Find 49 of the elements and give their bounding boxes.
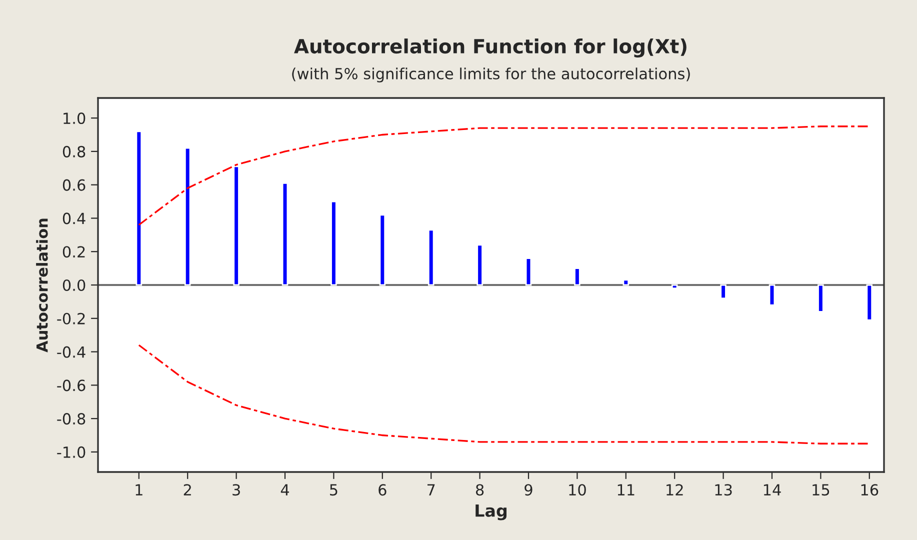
x-tick-label: 9 xyxy=(524,484,532,496)
x-tick-label: 11 xyxy=(618,484,634,496)
bar xyxy=(330,200,337,286)
x-tick-label: 5 xyxy=(330,484,338,496)
y-tick-label: -0.4 xyxy=(57,346,86,358)
bar xyxy=(818,284,824,312)
y-tick-label: 1.0 xyxy=(64,112,86,124)
chart-title: Autocorrelation Function for log(Xt) xyxy=(294,38,686,58)
bar xyxy=(525,258,532,286)
y-tick-label: 0.8 xyxy=(62,146,86,158)
x-tick-label: 15 xyxy=(812,484,830,496)
bar xyxy=(184,147,191,286)
y-tick-label: -0.8 xyxy=(57,413,86,425)
bar xyxy=(233,166,240,286)
y-tick-label: 0.6 xyxy=(62,179,86,191)
y-axis-title: Autocorrelation xyxy=(36,218,48,352)
y-tick-label: 0.4 xyxy=(62,212,86,224)
bar xyxy=(136,130,142,286)
x-tick-label: 13 xyxy=(715,484,732,496)
x-tick-label: 7 xyxy=(427,484,435,496)
y-tick-label: -0.6 xyxy=(57,380,86,392)
bar xyxy=(720,284,726,300)
x-tick-label: 16 xyxy=(861,484,878,496)
x-tick-label: 1 xyxy=(136,484,142,496)
bar xyxy=(379,214,386,286)
bar xyxy=(282,182,288,286)
x-tick-label: 12 xyxy=(666,484,683,496)
x-tick-label: 3 xyxy=(232,484,240,496)
x-tick-label: 6 xyxy=(378,484,386,496)
bar xyxy=(671,284,678,290)
x-tick-label: 14 xyxy=(764,484,781,496)
y-tick-label: -1.0 xyxy=(57,446,86,458)
x-tick-label: 4 xyxy=(280,484,290,496)
bar xyxy=(866,284,873,321)
y-tick-label: -0.2 xyxy=(57,312,85,324)
x-tick-label: 8 xyxy=(476,484,484,496)
x-tick-label: 10 xyxy=(569,484,586,496)
bar xyxy=(622,279,630,286)
bar xyxy=(574,268,580,286)
line-series xyxy=(138,344,870,444)
bar xyxy=(768,284,776,306)
bar xyxy=(476,244,483,286)
bar xyxy=(428,229,434,286)
y-tick-label: 0.2 xyxy=(62,246,85,258)
chart-subtitle: (with 5% significance limits for the autocorrelations) xyxy=(292,68,690,82)
x-tick-label: 2 xyxy=(184,484,191,496)
y-tick-label: 0.0 xyxy=(62,279,86,292)
x-axis-title: Lag xyxy=(476,504,506,520)
line-series xyxy=(138,126,870,226)
